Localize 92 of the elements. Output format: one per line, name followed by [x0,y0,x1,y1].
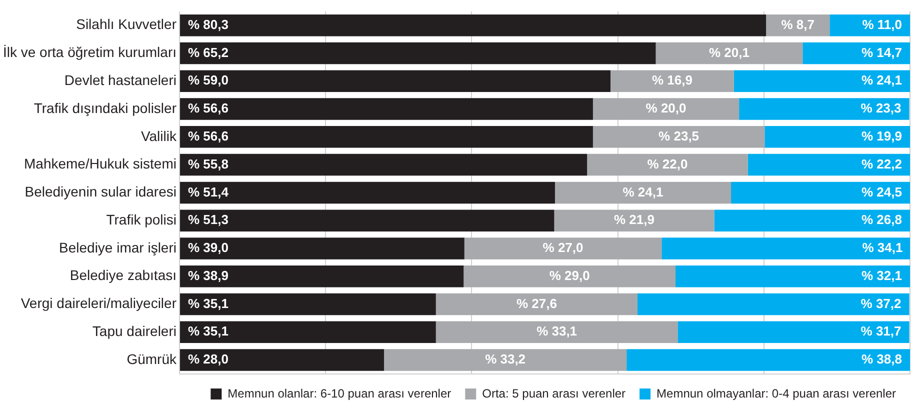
bar [656,42,803,64]
data-label: % 51,4 [188,184,230,200]
bar [436,293,638,316]
data-label: % 33,2 [485,352,526,367]
y-tick-label: Gümrük [126,350,178,367]
bar [610,70,734,92]
bar [748,154,910,176]
data-label: % 20,0 [646,100,686,116]
bar [436,321,678,344]
bar [180,98,593,120]
data-label: % 24,1 [862,72,902,88]
data-label: % 21,9 [614,212,654,228]
data-label: % 35,1 [188,324,228,339]
data-label: % 33,1 [536,324,578,339]
data-label: % 27,0 [542,240,584,256]
y-tick-label: Devlet hastaneleri [64,72,176,88]
bar [554,210,714,232]
data-label: % 20,1 [708,44,750,60]
data-label: % 29,0 [549,268,590,283]
data-label: % 16,9 [652,72,692,88]
bar [739,98,910,120]
bar [662,238,910,260]
data-label: % 38,9 [188,268,228,283]
bar [180,126,593,148]
bar [464,266,676,288]
y-tick-label: Trafik dışındaki polisler [34,100,177,116]
bar [731,182,910,204]
bar [626,349,910,371]
data-label: % 22,2 [862,156,902,172]
bar [592,126,765,148]
bar [678,321,910,344]
y-tick-label: Belediye imar işleri [59,239,176,256]
data-label: % 27,6 [516,296,557,311]
data-label: % 24,5 [862,184,902,200]
bar [676,266,910,288]
bar [734,70,910,92]
y-tick-label: Tapu daireleri [92,323,176,340]
bar [592,98,740,120]
data-label: % 31,7 [860,324,902,339]
bar [180,154,588,176]
data-label: % 80,3 [188,16,228,32]
bar [180,238,464,260]
data-label: % 11,0 [862,16,902,32]
bar [714,210,910,232]
y-tick-label: Mahkeme/Hukuk sistemi [24,156,176,172]
data-label: % 39,0 [188,240,228,256]
bar [180,182,555,204]
data-label: % 56,6 [188,100,228,116]
bar [180,210,554,232]
data-label: % 55,8 [188,156,228,172]
data-label: % 59,0 [188,72,228,88]
bar [180,349,384,371]
y-tick-label: Vergi daireleri/maliyeciler [20,295,177,312]
bar [764,126,910,148]
data-label: % 34,1 [862,240,903,256]
y-tick-label: Belediye zabıtası [70,267,176,284]
data-label: % 23,5 [658,128,700,144]
data-label: % 56,6 [188,128,228,144]
bar [180,14,766,36]
data-label: % 32,1 [862,268,902,283]
y-tick-label: Belediyenin sular idaresi [24,184,176,200]
bar [180,293,436,316]
data-label: % 51,3 [188,212,228,228]
y-tick-label: Trafik polisi [106,211,176,228]
data-label: % 23,3 [860,100,902,116]
bar [180,321,436,344]
data-label: % 35,1 [188,296,228,311]
legend-label: Orta: 5 puan arası verenler [482,386,626,400]
data-label: % 28,0 [188,352,228,367]
data-label: % 24,1 [622,184,664,200]
data-label: % 14,7 [862,44,902,60]
bar [802,42,910,64]
y-tick-label: Valilik [140,128,178,144]
data-label: % 22,0 [647,156,688,172]
y-tick-label: Silahlı Kuvvetler [76,16,177,32]
y-tick-label: İlk ve orta öğretim kurumları [2,44,176,60]
data-label: % 38,8 [862,352,902,367]
bar [180,42,656,64]
bar [384,349,627,371]
bar [638,293,910,316]
data-label: % 65,2 [188,44,228,60]
data-label: % 37,2 [860,296,902,311]
legend-label: Memnun olanlar: 6-10 puan arası verenler [228,386,452,400]
bar [180,70,610,92]
bar [180,266,464,288]
bar [587,154,748,176]
data-label: % 26,8 [862,212,902,228]
bar [554,182,732,204]
data-label: % 8,7 [781,16,814,32]
data-label: % 19,9 [862,128,902,144]
bar [464,238,662,260]
legend-label: Memnun olmayanlar: 0-4 puan arası verenler [656,386,896,400]
